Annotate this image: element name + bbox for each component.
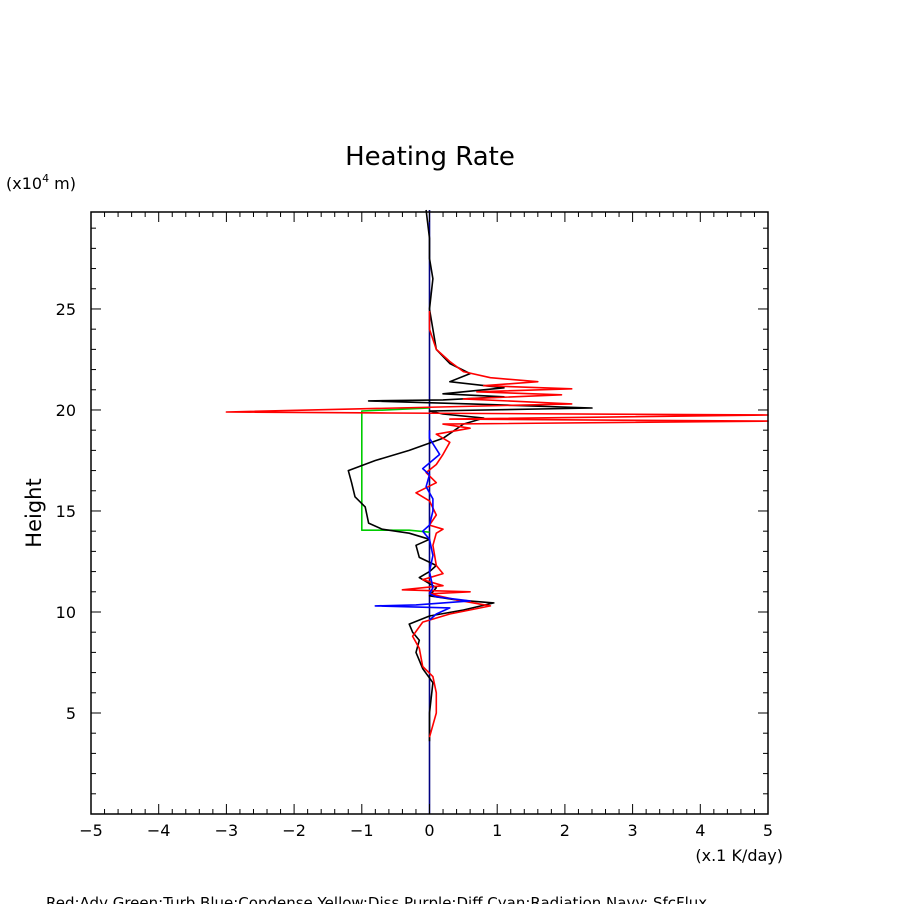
x-tick-label: −1 [350, 821, 374, 840]
x-tick-label: 3 [628, 821, 638, 840]
x-axis-label: (x.1 K/day) [695, 846, 783, 865]
y-unit-exponent: 4 [42, 172, 49, 185]
y-tick-label: 25 [56, 300, 76, 319]
y-tick-label: 15 [56, 502, 76, 521]
x-tick-label: 5 [763, 821, 773, 840]
x-tick-label: −5 [79, 821, 103, 840]
x-tick-labels: −5 −4 −3 −2 −1 0 1 2 3 4 5 [79, 821, 773, 840]
x-tick-label: −4 [147, 821, 171, 840]
x-tick-label: −2 [282, 821, 306, 840]
chart-title: Heating Rate [345, 142, 515, 172]
y-tick-label: 10 [56, 603, 76, 622]
plot-series [225, 209, 769, 814]
y-axis-label: Height [22, 478, 46, 547]
x-tick-label: 1 [492, 821, 502, 840]
x-tick-label: −3 [215, 821, 239, 840]
series-line-turb [360, 407, 430, 533]
series-line-radiation-total [347, 209, 593, 742]
y-tick-labels: 5 10 15 20 25 [56, 300, 76, 723]
y-unit-suffix: m) [49, 174, 76, 193]
y-unit-prefix: (x10 [6, 174, 42, 193]
legend-text: Red:Adv Green:Turb Blue:Condense Yellow:… [46, 894, 707, 904]
y-tick-label: 5 [66, 704, 76, 723]
x-tick-label: 0 [424, 821, 434, 840]
y-tick-label: 20 [56, 401, 76, 420]
x-tick-label: 2 [560, 821, 570, 840]
series-line-adv [225, 311, 769, 738]
y-unit-label: (x104 m) [6, 172, 76, 193]
x-tick-label: 4 [695, 821, 705, 840]
series-line-condense [374, 430, 471, 621]
axis-ticks [90, 212, 769, 814]
